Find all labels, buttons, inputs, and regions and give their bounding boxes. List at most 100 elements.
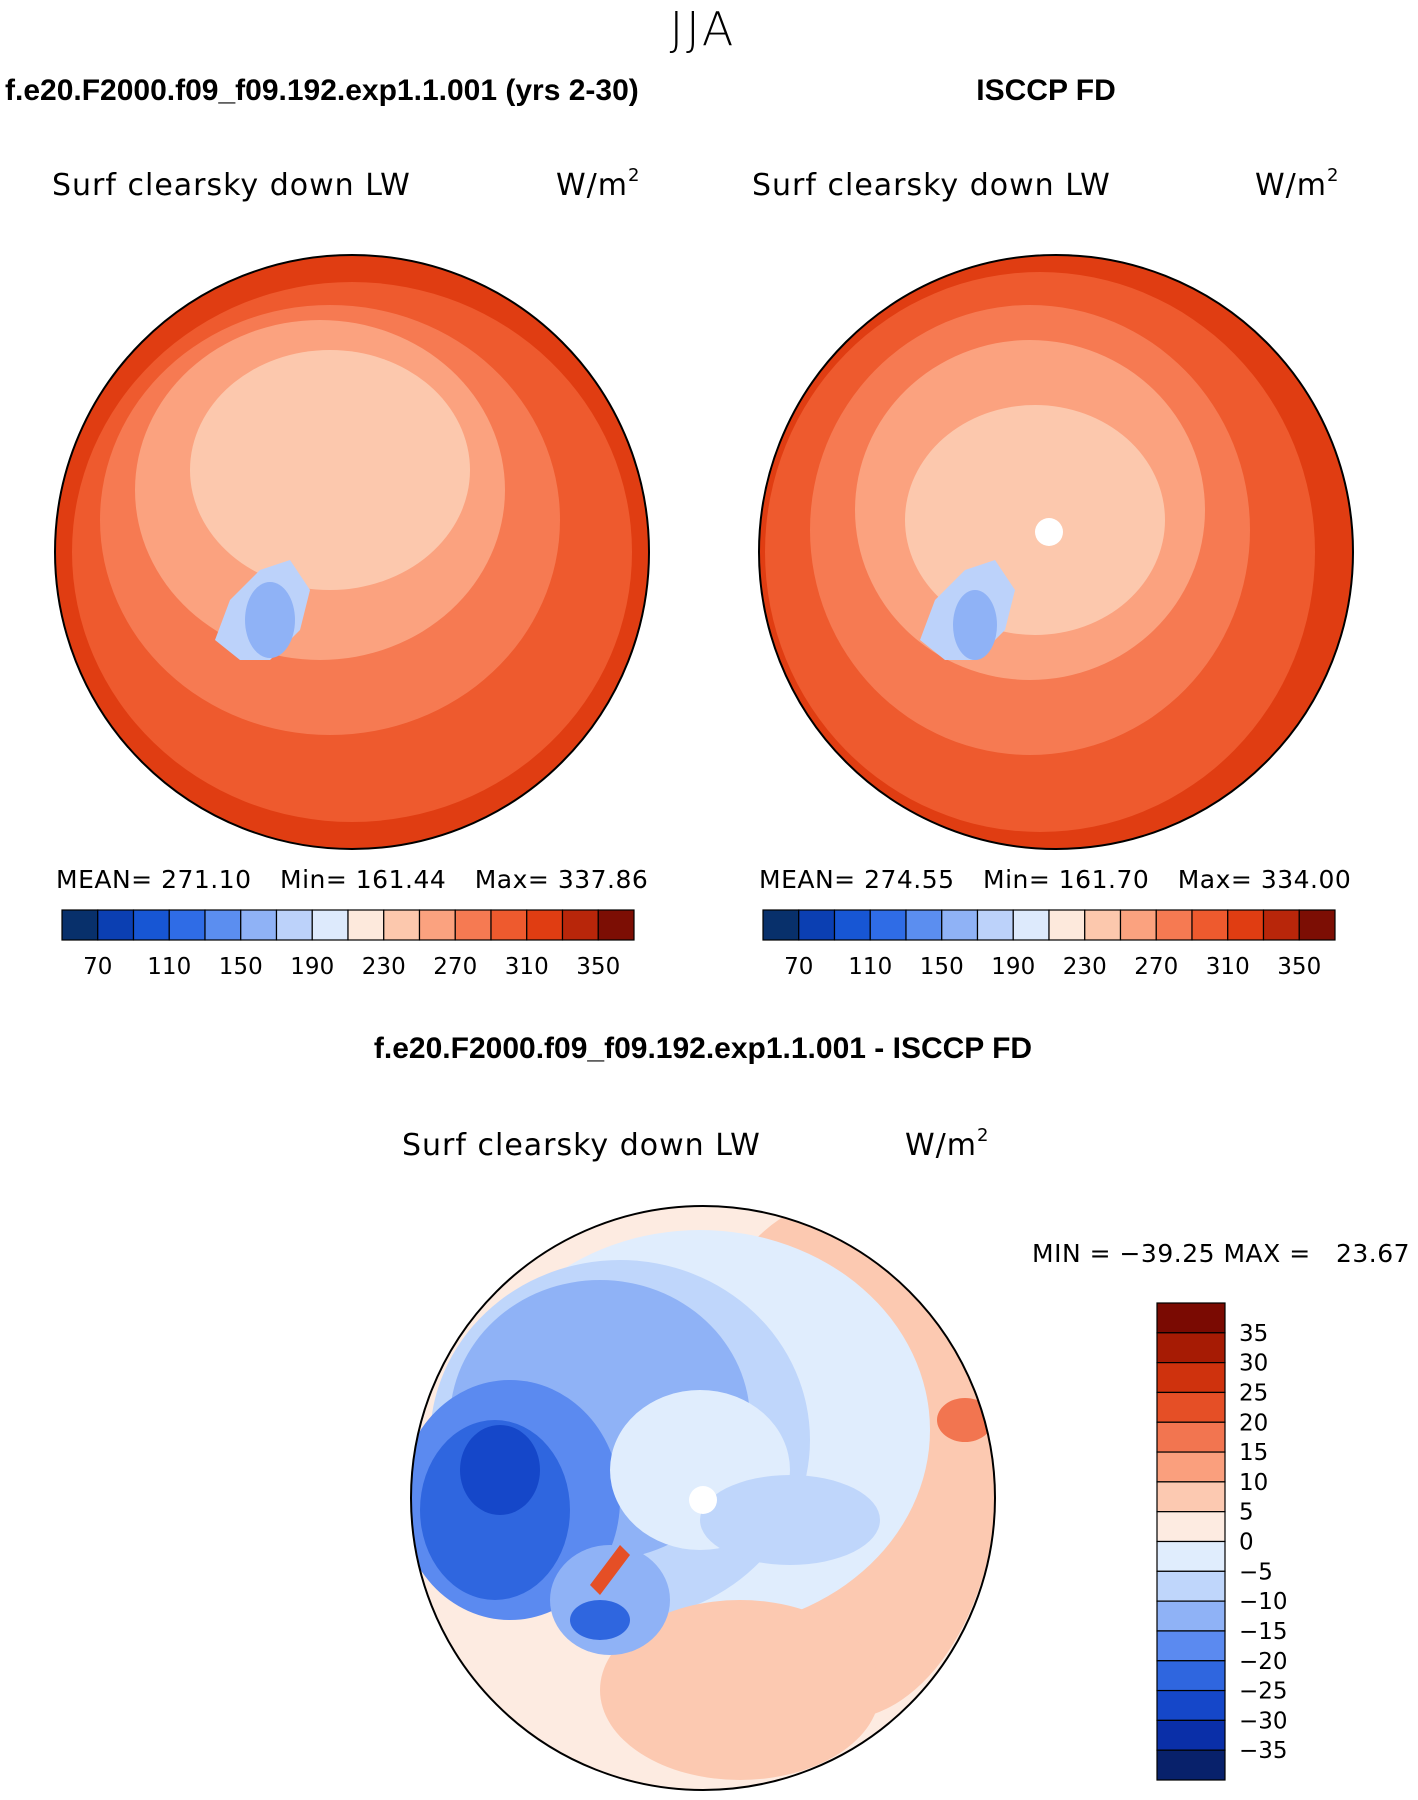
diff-colorbar-swatch (1156, 1511, 1226, 1543)
obs-colorbar-tick: 230 (1063, 954, 1107, 980)
model-colorbar-swatch (61, 909, 99, 941)
diff-colorbar-swatch (1156, 1302, 1226, 1334)
model-colorbar-tick: 70 (83, 954, 112, 980)
model-colorbar-tick: 310 (505, 954, 549, 980)
diff-colorbar-swatch (1156, 1630, 1226, 1662)
obs-colorbar-swatch (762, 909, 800, 941)
diff-colorbar-swatch (1156, 1689, 1226, 1721)
model-colorbar-swatch (311, 909, 349, 941)
obs-panel-title: ISCCP FD (976, 74, 1115, 107)
model-colorbar-swatch (383, 909, 421, 941)
obs-colorbar-tick: 70 (784, 954, 813, 980)
diff-colorbar-swatch (1156, 1481, 1226, 1513)
model-unit-label: W/m2 (556, 165, 640, 203)
obs-colorbar-swatch (1155, 909, 1193, 941)
diff-colorbar-tick: −20 (1239, 1649, 1288, 1675)
obs-colorbar: 70 110 150 190 230 270 310 350 (762, 909, 1336, 980)
obs-colorbar-swatch (1262, 909, 1300, 941)
diff-colorbar-tick: 10 (1239, 1470, 1268, 1496)
model-colorbar-swatch (132, 909, 170, 941)
obs-colorbar-swatch (1298, 909, 1336, 941)
diff-colorbar-tick: −35 (1239, 1738, 1288, 1764)
diff-colorbar-swatch (1156, 1660, 1226, 1692)
model-colorbar-tick: 110 (147, 954, 191, 980)
diff-colorbar-tick: 35 (1239, 1321, 1268, 1347)
obs-colorbar-tick: 270 (1134, 954, 1178, 980)
model-colorbar-swatch (204, 909, 242, 941)
model-colorbar-swatch (597, 909, 635, 941)
diff-colorbar-tick: 0 (1239, 1530, 1254, 1556)
diff-unit-label: W/m2 (905, 1125, 989, 1163)
diff-colorbar-tick: 30 (1239, 1351, 1268, 1377)
diff-colorbar-swatch (1156, 1719, 1226, 1751)
model-map-border (54, 254, 650, 850)
obs-unit-label: W/m2 (1255, 165, 1339, 203)
obs-colorbar-tick: 350 (1277, 954, 1321, 980)
model-colorbar: 70 110 150 190 230 270 310 350 (61, 909, 635, 980)
diff-colorbar-tick: 25 (1239, 1380, 1268, 1406)
model-colorbar-tick: 350 (576, 954, 620, 980)
model-colorbar-swatch (168, 909, 206, 941)
diff-field-label: Surf clearsky down LW (402, 1128, 761, 1163)
model-stats: MEAN= 271.10 Min= 161.44 Max= 337.86 (56, 865, 648, 894)
diff-colorbar-swatch (1156, 1749, 1226, 1781)
obs-colorbar-tick: 190 (991, 954, 1035, 980)
obs-colorbar-swatch (1119, 909, 1157, 941)
diff-colorbar-swatch (1156, 1362, 1226, 1394)
diff-panel-title: f.e20.F2000.f09_f09.192.exp1.1.001 - ISC… (374, 1032, 1032, 1065)
model-colorbar-swatch (275, 909, 313, 941)
model-colorbar-swatch (526, 909, 564, 941)
diff-colorbar-tick: −5 (1239, 1559, 1273, 1585)
diff-colorbar-swatch (1156, 1332, 1226, 1364)
model-colorbar-swatch (240, 909, 278, 941)
diff-colorbar-tick: −25 (1239, 1679, 1288, 1705)
model-colorbar-swatch (97, 909, 135, 941)
diff-colorbar-swatch (1156, 1570, 1226, 1602)
diff-polar-map (411, 1206, 995, 1790)
diff-colorbar: 35 30 25 20 15 10 5 0 −5 −10 −15 −20 −25 −30 −35 (1156, 1302, 1288, 1781)
model-colorbar-swatch (490, 909, 528, 941)
obs-colorbar-tick: 310 (1206, 954, 1250, 980)
obs-colorbar-swatch (905, 909, 943, 941)
diff-colorbar-tick: 20 (1239, 1410, 1268, 1436)
obs-stats: MEAN= 274.55 Min= 161.70 Max= 334.00 (759, 865, 1351, 894)
diff-colorbar-swatch (1156, 1540, 1226, 1572)
diff-colorbar-tick: 5 (1239, 1500, 1254, 1526)
model-colorbar-tick: 230 (362, 954, 406, 980)
obs-polar-map (759, 255, 1353, 849)
obs-colorbar-swatch (1191, 909, 1229, 941)
diff-colorbar-swatch (1156, 1421, 1226, 1453)
obs-colorbar-swatch (941, 909, 979, 941)
diff-minmax: MIN = −39.25 MAX = 23.67 (1032, 1239, 1410, 1268)
obs-field-label: Surf clearsky down LW (752, 168, 1111, 203)
obs-colorbar-swatch (833, 909, 871, 941)
obs-colorbar-swatch (869, 909, 907, 941)
season-title: JJA (670, 2, 737, 56)
obs-colorbar-swatch (798, 909, 836, 941)
obs-colorbar-swatch (976, 909, 1014, 941)
model-panel-title: f.e20.F2000.f09_f09.192.exp1.1.001 (yrs … (5, 74, 639, 107)
obs-colorbar-swatch (1227, 909, 1265, 941)
model-colorbar-swatch (454, 909, 492, 941)
model-field-label: Surf clearsky down LW (52, 168, 411, 203)
obs-colorbar-swatch (1012, 909, 1050, 941)
model-colorbar-swatch (347, 909, 385, 941)
model-colorbar-swatch (561, 909, 599, 941)
obs-colorbar-swatch (1084, 909, 1122, 941)
obs-colorbar-swatch (1048, 909, 1086, 941)
diff-map-border (410, 1205, 996, 1791)
diff-colorbar-swatch (1156, 1600, 1226, 1632)
diff-colorbar-tick: −10 (1239, 1589, 1288, 1615)
model-colorbar-swatch (418, 909, 456, 941)
model-colorbar-tick: 190 (290, 954, 334, 980)
obs-colorbar-tick: 110 (848, 954, 892, 980)
model-colorbar-tick: 150 (219, 954, 263, 980)
diff-colorbar-swatch (1156, 1391, 1226, 1423)
obs-colorbar-tick: 150 (920, 954, 964, 980)
obs-map-border (758, 254, 1354, 850)
diff-colorbar-tick: −30 (1239, 1708, 1288, 1734)
model-colorbar-tick: 270 (433, 954, 477, 980)
diff-colorbar-tick: −15 (1239, 1619, 1288, 1645)
diff-colorbar-tick: 15 (1239, 1440, 1268, 1466)
model-polar-map (55, 255, 649, 849)
